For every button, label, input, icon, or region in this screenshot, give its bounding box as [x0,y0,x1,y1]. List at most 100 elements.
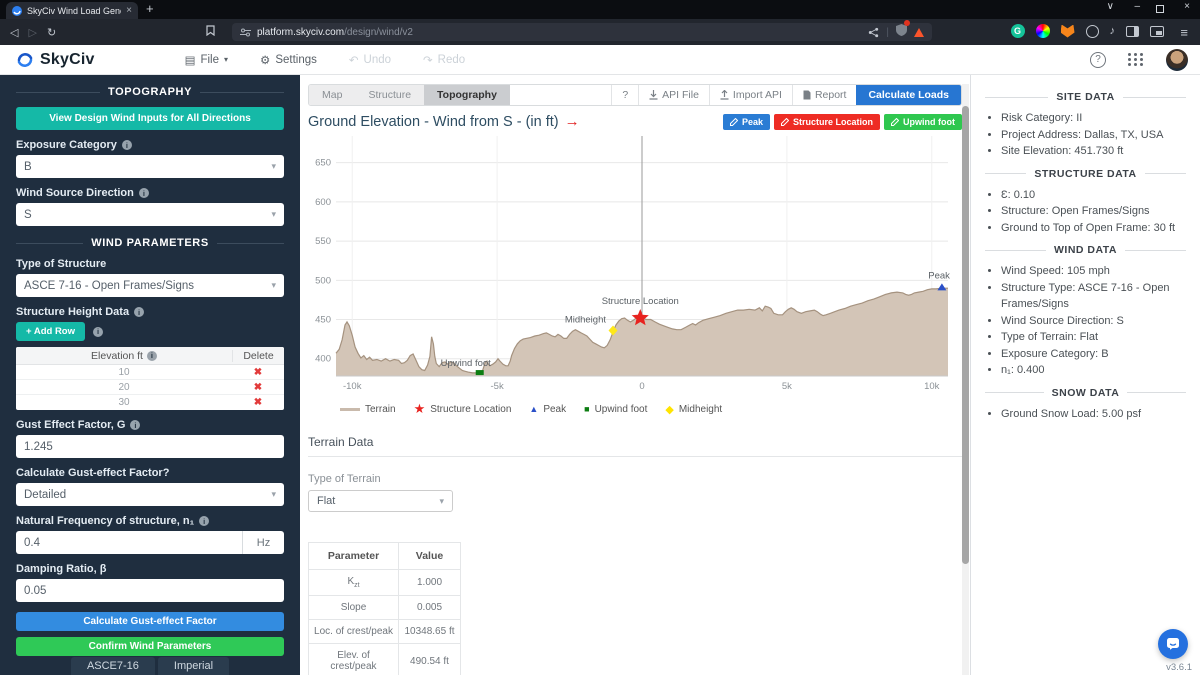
apps-grid-icon[interactable] [1128,53,1144,66]
grammarly-extension-icon[interactable]: G [1010,24,1025,38]
svg-text:500: 500 [315,275,331,286]
info-icon[interactable] [130,420,141,430]
help-icon[interactable]: ? [1090,51,1106,68]
music-extension-icon[interactable]: ♪ [1109,25,1116,37]
report-button[interactable]: Report [791,85,857,105]
forward-icon[interactable]: ▷ [28,26,37,39]
param-value: 490.54 ft [398,643,461,675]
brave-rewards-icon[interactable] [914,27,924,37]
info-icon[interactable] [199,516,210,526]
delete-row-icon[interactable]: ✖ [253,397,263,408]
calc-gust-select[interactable]: Detailed ▾ [16,483,284,506]
edit-peak-button[interactable]: Peak [722,113,770,130]
damping-ratio-label: Damping Ratio, β [16,563,107,575]
back-icon[interactable]: ◁ [10,26,19,39]
browser-tab[interactable]: SkyCiv Wind Load Generat × [6,2,138,19]
window-close-icon[interactable]: × [1184,1,1190,12]
elevation-value[interactable]: 30 [118,397,130,408]
app-header: SkyCiv ▤ File ▾ ⚙ Settings ↶ Undo ↷ Redo ? [0,45,1200,75]
user-avatar[interactable] [1166,48,1188,71]
chat-bubble-button[interactable] [1158,629,1188,659]
info-icon[interactable] [138,188,149,198]
info-icon[interactable] [121,140,132,150]
bookmark-icon[interactable] [206,25,215,39]
tab-topography[interactable]: Topography [424,85,510,105]
svg-text:-5k: -5k [491,381,504,392]
calculate-gust-button[interactable]: Calculate Gust-effect Factor [16,612,284,631]
units-tab-imperial[interactable]: Imperial [157,657,230,675]
main-scrollbar[interactable] [962,84,969,675]
gust-factor-input[interactable]: 1.245 [16,435,284,458]
help-button[interactable]: ? [611,85,638,105]
brave-shields-icon[interactable] [896,20,910,41]
chevron-down-icon: ▾ [271,280,276,290]
main-toolbar: Map Structure Topography ? API File Impo… [308,84,962,106]
window-menu-icon[interactable]: ∨ [1106,1,1114,12]
info-icon[interactable] [134,307,145,317]
info-icon[interactable] [93,326,103,337]
legend-item[interactable]: ■ Upwind foot [584,404,647,415]
browser-titlebar: SkyCiv Wind Load Generat × + ∨ – × [0,0,1200,19]
type-of-structure-select[interactable]: ASCE 7-16 - Open Frames/Signs ▾ [16,274,284,297]
menu-settings[interactable]: ⚙ Settings [260,53,317,67]
color-wheel-extension-icon[interactable] [1035,24,1050,38]
browser-menu-icon[interactable]: ≡ [1180,25,1188,40]
skyciv-logo[interactable]: SkyCiv [16,51,95,69]
view-wind-inputs-button[interactable]: View Design Wind Inputs for All Directio… [16,107,284,130]
exposure-category-select[interactable]: B ▾ [16,155,284,178]
edit-upwind-foot-button[interactable]: Upwind foot [884,113,962,130]
menu-redo[interactable]: ↷ Redo [423,53,466,67]
site-settings-icon[interactable] [240,27,251,38]
brand-name: SkyCiv [40,50,95,68]
extension-icon[interactable] [1085,24,1099,38]
scrollbar-thumb[interactable] [962,106,969,564]
info-icon[interactable] [146,350,157,361]
tab-close-icon[interactable]: × [126,5,132,16]
edit-structure-location-button[interactable]: Structure Location [774,113,881,130]
structure-height-label: Structure Height Data [16,306,284,318]
legend-label: Upwind foot [594,403,648,415]
damping-ratio-input[interactable]: 0.05 [16,579,284,602]
tab-map[interactable]: Map [322,89,343,101]
menu-undo[interactable]: ↶ Undo [348,53,392,67]
metamask-extension-icon[interactable] [1060,24,1075,38]
confirm-wind-parameters-button[interactable]: Confirm Wind Parameters [16,637,284,656]
natural-frequency-input[interactable]: 0.4 [16,531,242,554]
reload-icon[interactable]: ↻ [46,26,57,39]
new-tab-button[interactable]: + [146,1,154,16]
add-row-button[interactable]: + Add Row [16,322,85,341]
param-name: Loc. of crest/peak [308,619,399,644]
svg-text:Peak: Peak [928,270,950,281]
delete-row-icon[interactable]: ✖ [253,366,263,378]
svg-text:0: 0 [639,381,644,392]
window-minimize-icon[interactable]: – [1134,1,1140,12]
window-restore-icon[interactable] [1156,1,1164,16]
import-api-button[interactable]: Import API [708,85,792,105]
chart-title: Ground Elevation - Wind from S - (in ft) [308,113,559,130]
elevation-value[interactable]: 20 [118,381,130,393]
menu-file[interactable]: ▤ File ▾ [184,53,228,67]
legend-item[interactable]: Terrain [340,404,396,415]
elevation-chart[interactable]: 400 450 500 550 600 650 -10k -5k 0 5k 10k Upwind fo… [308,132,970,399]
share-icon[interactable] [868,27,879,38]
type-of-terrain-select[interactable]: Flat ▾ [308,490,453,512]
api-file-button[interactable]: API File [638,85,709,105]
legend-item[interactable]: ◆ Midheight [665,403,722,416]
summary-item: Exposure Category: B [1001,346,1186,363]
legend-item[interactable]: ▲ Peak [529,404,566,415]
sidebar-toggle-icon[interactable] [1126,25,1139,37]
elevation-value[interactable]: 10 [118,366,130,378]
code-tab-asce[interactable]: ASCE7-16 [70,657,155,675]
wind-direction-select[interactable]: S ▾ [16,203,284,226]
calculate-loads-button[interactable]: Calculate Loads [856,85,961,105]
delete-row-icon[interactable]: ✖ [253,381,263,393]
gust-factor-label: Gust Effect Factor, G [16,419,284,431]
type-of-structure-label: Type of Structure [16,258,107,270]
legend-item[interactable]: ★ Structure Location [414,401,512,417]
address-bar[interactable]: platform.skyciv.com/design/wind/v2 | [232,20,932,41]
tab-structure[interactable]: Structure [368,89,412,101]
picture-in-picture-icon[interactable] [1150,25,1164,37]
section-list: Risk Category: IIProject Address: Dallas… [985,110,1186,160]
param-row: Kzt 1.000 [308,569,461,596]
param-name: Slope [308,595,399,620]
